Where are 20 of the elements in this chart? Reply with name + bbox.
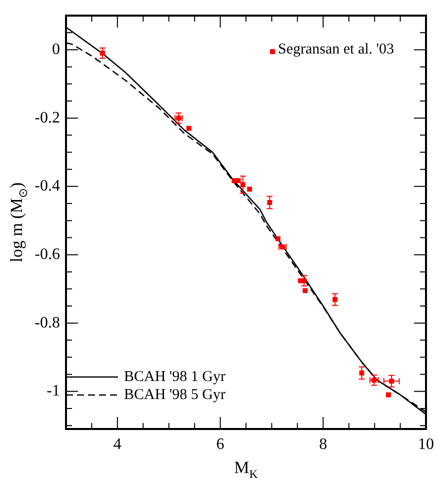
x-tick-label: 4 [113, 436, 122, 453]
y-tick-label: -0.6 [34, 246, 60, 263]
point [236, 178, 241, 184]
y-axis-title: log m (M⊙) [7, 182, 30, 262]
point [186, 126, 192, 131]
y-tick-label: -0.4 [34, 178, 60, 195]
point [275, 236, 280, 242]
legend-label: BCAH '98 5 Gyr [124, 386, 226, 403]
legend-label: BCAH '98 1 Gyr [124, 368, 226, 385]
y-tick-label: -1 [46, 382, 60, 400]
legend-label: Segransan et al. '03 [278, 42, 394, 58]
point [386, 392, 391, 398]
point [302, 288, 308, 294]
x-tick-label: 6 [216, 436, 224, 453]
x-tick-label: 10 [418, 436, 434, 453]
point [247, 186, 252, 192]
x-tick-label: 8 [319, 436, 328, 453]
y-tick-label: 0 [52, 40, 60, 58]
y-tick-label: -0.8 [34, 314, 60, 332]
y-tick-label: -0.2 [34, 109, 60, 126]
